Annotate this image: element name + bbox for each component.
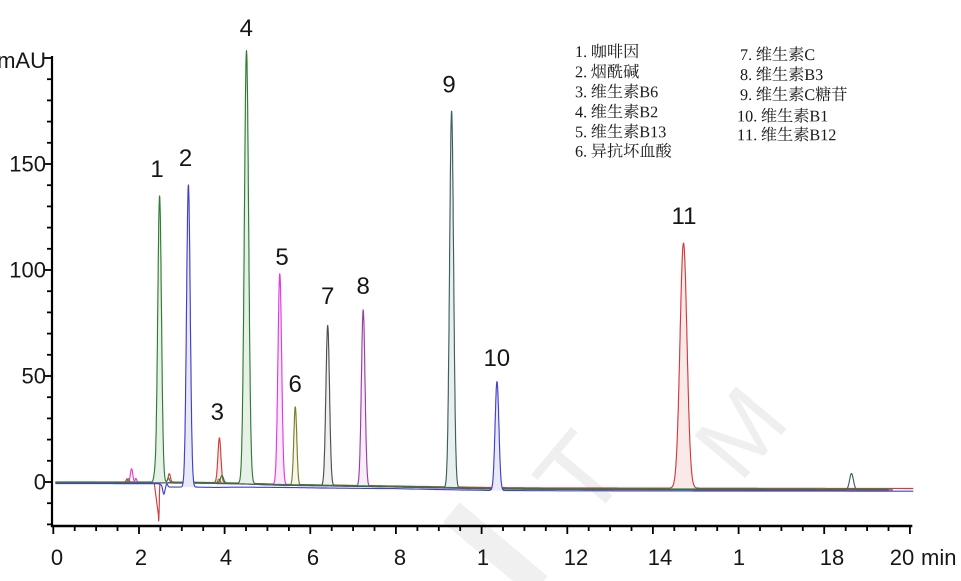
svg-text:4: 4 [220,545,232,570]
svg-text:9: 9 [442,72,455,99]
svg-text:min: min [921,545,956,570]
svg-text:100: 100 [9,258,46,283]
svg-text:8: 8 [394,545,406,570]
svg-text:12: 12 [564,545,588,570]
svg-text:150: 150 [9,152,46,177]
svg-text:14: 14 [648,545,672,570]
svg-text:1: 1 [477,545,489,570]
svg-text:M: M [674,368,807,498]
svg-text:0: 0 [34,470,46,495]
svg-text:4: 4 [240,15,253,42]
svg-text:10: 10 [483,345,510,372]
svg-text:3: 3 [211,399,224,426]
svg-text:1: 1 [733,545,745,570]
svg-text:T: T [512,410,649,541]
svg-text:6: 6 [307,545,319,570]
svg-text:5: 5 [275,244,288,271]
svg-text:20: 20 [890,545,914,570]
svg-text:18: 18 [820,545,844,570]
svg-text:6: 6 [289,371,302,398]
svg-text:7: 7 [321,283,334,310]
svg-text:2: 2 [179,145,192,172]
svg-text:8: 8 [357,273,370,300]
svg-text:11: 11 [672,203,697,230]
svg-text:0: 0 [51,545,63,570]
svg-text:mAU: mAU [0,48,46,73]
svg-text:1: 1 [150,156,163,183]
svg-text:2: 2 [135,545,147,570]
svg-text:50: 50 [22,364,46,389]
